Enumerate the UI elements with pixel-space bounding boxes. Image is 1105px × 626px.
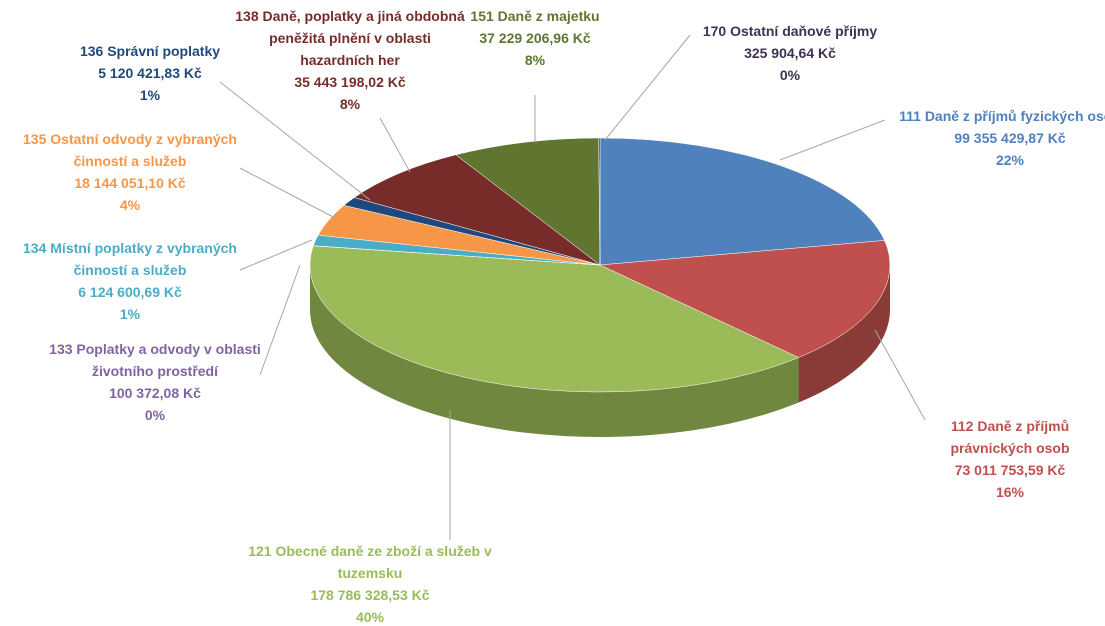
slice bbox=[455, 137, 601, 266]
leader-line bbox=[779, 119, 886, 161]
data-label: 134 Místní poplatky z vybraných činností… bbox=[10, 237, 250, 325]
value-label: 37 229 206,96 Kč bbox=[479, 30, 591, 46]
data-label: 170 Ostatní daňové příjmy 325 904,64 Kč 0% bbox=[675, 20, 905, 86]
value-label: 5 120 421,83 Kč bbox=[98, 65, 202, 81]
slice bbox=[353, 154, 601, 266]
category-label: 136 Správní poplatky bbox=[79, 43, 221, 59]
percent-label: 0% bbox=[779, 67, 801, 83]
leader-line bbox=[259, 264, 301, 376]
category-label: 111 Daně z příjmů fyzických osob bbox=[899, 108, 1105, 124]
percent-label: 8% bbox=[524, 52, 546, 68]
leader-line bbox=[239, 239, 313, 271]
category-label: 170 Ostatní daňové příjmy bbox=[702, 23, 878, 39]
category-label: 112 Daně z příjmů právnických osob bbox=[950, 418, 1070, 456]
value-label: 18 144 051,10 Kč bbox=[74, 175, 186, 191]
slice-side bbox=[310, 265, 799, 437]
category-label: 133 Poplatky a odvody v oblasti životníh… bbox=[49, 341, 261, 379]
percent-label: 1% bbox=[139, 87, 161, 103]
value-label: 6 124 600,69 Kč bbox=[78, 284, 182, 300]
category-label: 134 Místní poplatky z vybraných činností… bbox=[23, 240, 237, 278]
slice bbox=[598, 137, 601, 266]
leader-line bbox=[604, 34, 691, 141]
slice bbox=[599, 137, 885, 266]
leader-line bbox=[239, 167, 336, 219]
slice bbox=[309, 245, 800, 393]
leader-line bbox=[379, 117, 411, 173]
data-label: 112 Daně z příjmů právnických osob 73 011… bbox=[920, 415, 1100, 503]
value-label: 73 011 753,59 Kč bbox=[954, 462, 1066, 478]
category-label: 151 Daně z majetku bbox=[470, 8, 600, 24]
percent-label: 40% bbox=[355, 609, 385, 625]
value-label: 178 786 328,53 Kč bbox=[310, 587, 430, 603]
value-label: 35 443 198,02 Kč bbox=[294, 74, 406, 90]
leader-line bbox=[874, 329, 926, 421]
data-label: 111 Daně z příjmů fyzických osob 99 355 4… bbox=[895, 105, 1105, 171]
data-label: 121 Obecné daně ze zboží a služeb v tuze… bbox=[240, 540, 500, 626]
data-label: 133 Poplatky a odvody v oblasti životníh… bbox=[40, 338, 270, 426]
percent-label: 8% bbox=[339, 96, 361, 112]
category-label: 121 Obecné daně ze zboží a služeb v tuze… bbox=[248, 543, 492, 581]
leader-line bbox=[219, 81, 371, 201]
category-label: 135 Ostatní odvody z vybraných činností … bbox=[23, 131, 237, 169]
data-label: 135 Ostatní odvody z vybraných činností … bbox=[10, 128, 250, 216]
percent-label: 22% bbox=[995, 152, 1025, 168]
value-label: 99 355 429,87 Kč bbox=[954, 130, 1066, 146]
data-label: 136 Správní poplatky 5 120 421,83 Kč 1% bbox=[50, 40, 250, 106]
value-label: 100 372,08 Kč bbox=[109, 385, 201, 401]
percent-label: 4% bbox=[119, 197, 141, 213]
percent-label: 1% bbox=[119, 306, 141, 322]
data-label: 138 Daně, poplatky a jiná obdobná peněži… bbox=[235, 5, 465, 115]
slice bbox=[599, 240, 891, 358]
percent-label: 0% bbox=[144, 407, 166, 423]
category-label: 138 Daně, poplatky a jiná obdobná peněži… bbox=[235, 8, 465, 68]
percent-label: 16% bbox=[995, 484, 1025, 500]
value-label: 325 904,64 Kč bbox=[744, 45, 836, 61]
data-label: 151 Daně z majetku 37 229 206,96 Kč 8% bbox=[455, 5, 615, 71]
